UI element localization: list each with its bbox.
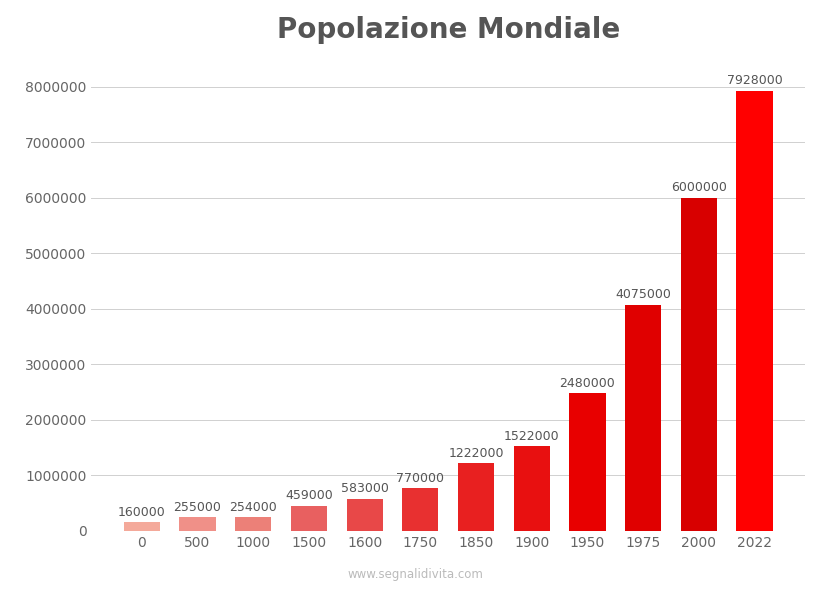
Bar bbox=[736, 91, 773, 531]
Text: www.segnalidivita.com: www.segnalidivita.com bbox=[347, 568, 483, 581]
Text: 4075000: 4075000 bbox=[615, 289, 671, 301]
Text: 1522000: 1522000 bbox=[504, 430, 559, 443]
Bar bbox=[290, 506, 327, 531]
Bar bbox=[179, 517, 216, 531]
Text: 770000: 770000 bbox=[397, 472, 444, 485]
Text: 254000: 254000 bbox=[229, 500, 277, 513]
Bar bbox=[625, 304, 662, 531]
Text: 459000: 459000 bbox=[285, 489, 333, 502]
Text: 160000: 160000 bbox=[118, 506, 166, 519]
Bar bbox=[514, 447, 549, 531]
Bar bbox=[235, 517, 271, 531]
Bar bbox=[347, 499, 383, 531]
Title: Popolazione Mondiale: Popolazione Mondiale bbox=[276, 16, 620, 44]
Text: 7928000: 7928000 bbox=[727, 74, 783, 87]
Text: 583000: 583000 bbox=[340, 482, 388, 495]
Text: 1222000: 1222000 bbox=[448, 447, 504, 460]
Bar bbox=[681, 198, 717, 531]
Bar bbox=[403, 489, 438, 531]
Bar bbox=[569, 394, 606, 531]
Bar bbox=[124, 522, 160, 531]
Text: 2480000: 2480000 bbox=[559, 377, 615, 390]
Bar bbox=[458, 463, 494, 531]
Text: 255000: 255000 bbox=[173, 500, 222, 513]
Text: 6000000: 6000000 bbox=[671, 182, 727, 195]
